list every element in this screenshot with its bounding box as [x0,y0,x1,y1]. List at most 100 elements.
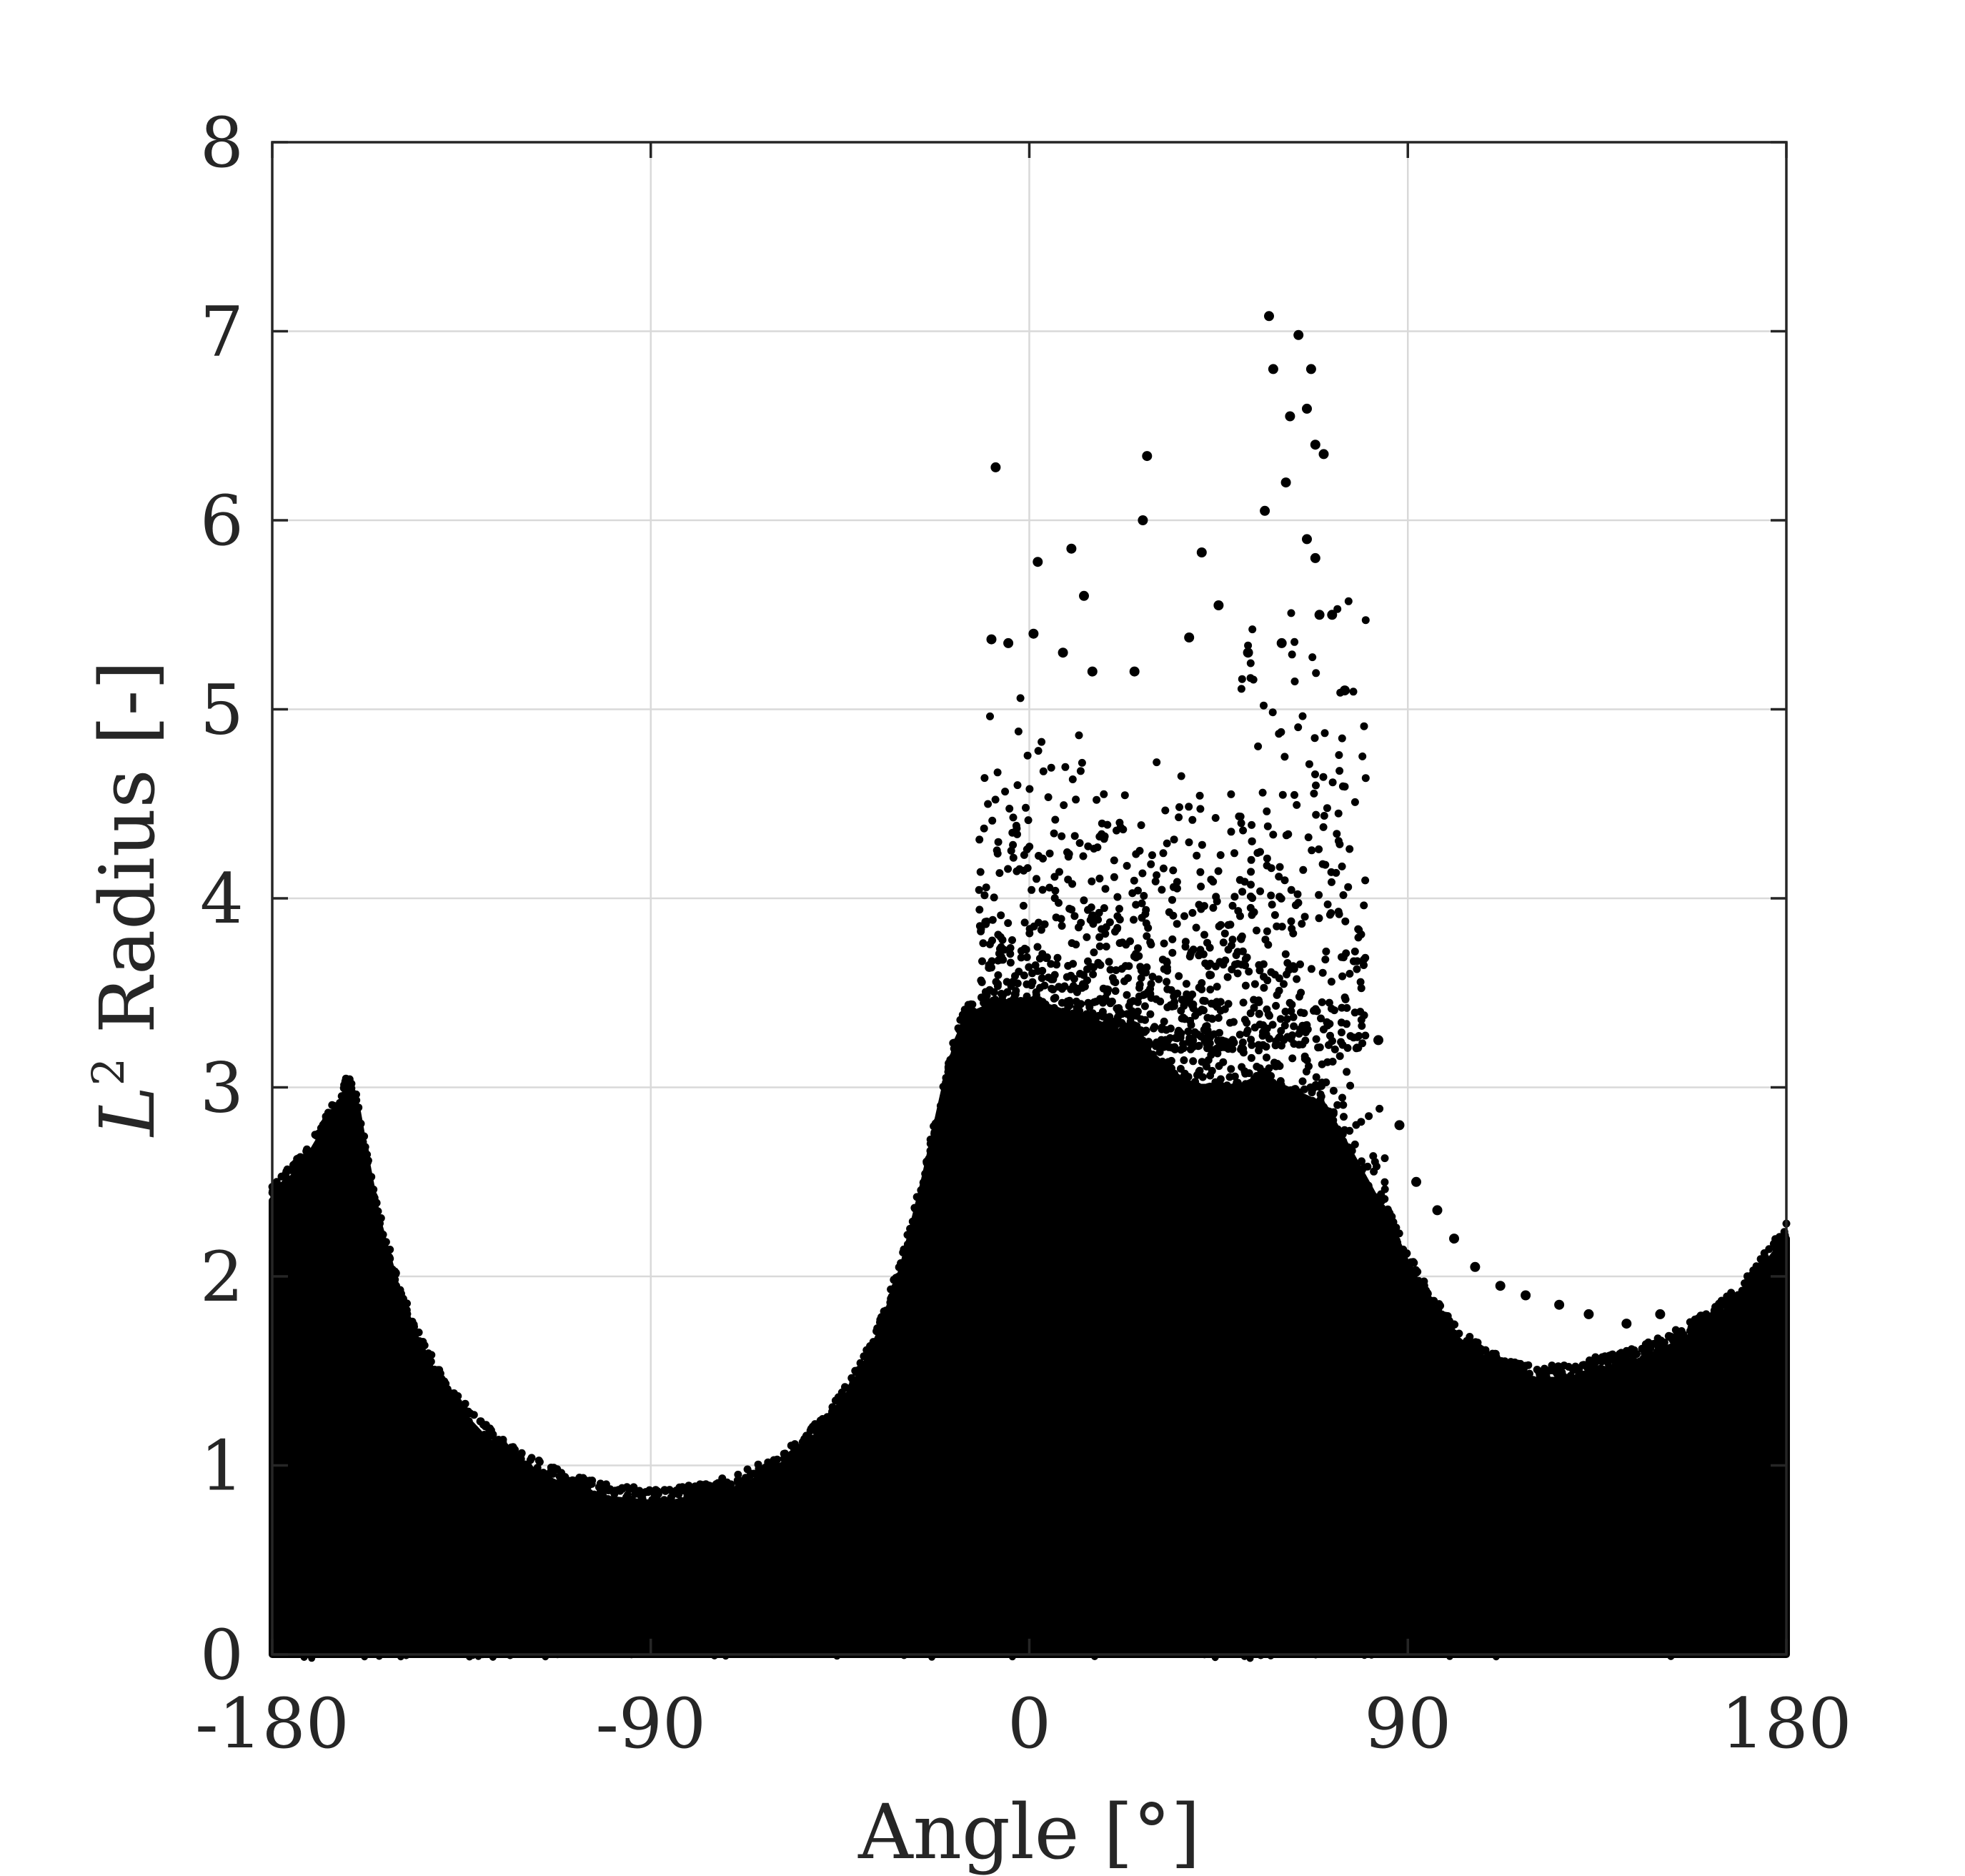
scatter-point [828,1407,837,1416]
scatter-point [1255,961,1263,969]
scatter-point [1105,1035,1114,1043]
scatter-point [1113,1004,1121,1013]
outlier-point [1318,449,1329,460]
scatter-point [1315,1043,1324,1051]
outlier-point [1264,311,1274,322]
scatter-point [1301,1028,1310,1036]
scatter-point [1117,1029,1125,1038]
scatter-point [1308,653,1317,662]
scatter-point [1295,1030,1303,1038]
scatter-point [908,1217,917,1226]
scatter-point [1177,1006,1185,1015]
scatter-point [1343,1003,1351,1012]
scatter-point [1224,1000,1233,1008]
outlier-point [1280,477,1291,488]
scatter-point [1203,938,1211,947]
scatter-point [1032,988,1040,996]
scatter-point [1199,996,1208,1005]
scatter-point [632,1645,640,1653]
scatter-point [1246,892,1255,900]
scatter-point [1573,1645,1581,1653]
scatter-point [1153,871,1161,880]
scatter-point [1186,1045,1195,1053]
scatter-point [1050,873,1059,881]
scatter-point [637,1498,645,1506]
scatter-point [441,1385,449,1394]
scatter-point [1352,1121,1360,1129]
scatter-point [1060,982,1069,991]
scatter-point [799,1439,807,1447]
scatter-point [1185,838,1193,847]
scatter-point [977,1043,986,1051]
scatter-point [1358,1039,1367,1048]
scatter-point [1100,904,1108,913]
scatter-point [1281,950,1290,958]
scatter-point [1028,981,1035,990]
scatter-point [382,1238,390,1246]
scatter-point [1283,1015,1291,1023]
scatter-point [997,956,1005,964]
scatter-point [1338,862,1346,870]
scatter-point [1300,913,1309,921]
scatter-point [1177,772,1185,780]
scatter-point [1247,868,1255,876]
outlier-point [1138,515,1148,525]
scatter-point [1727,1302,1736,1311]
scatter-point [1195,1067,1203,1076]
scatter-point [1220,1043,1229,1051]
scatter-point [1191,1078,1200,1086]
scatter-point [1263,927,1271,935]
outlier-point [1327,610,1338,620]
scatter-point [992,978,1000,986]
scatter-point [1244,641,1253,650]
scatter-point [1376,1104,1384,1113]
scatter-point [1370,1158,1379,1166]
scatter-point [1045,883,1054,892]
scatter-point [1232,951,1240,959]
scatter-point [1228,1045,1237,1053]
scatter-point [464,1417,473,1426]
scatter-point [887,1292,896,1301]
scatter-point [1303,1056,1311,1065]
scatter-point [750,1469,758,1478]
scatter-point [1080,1026,1088,1034]
scatter-point [303,1156,312,1164]
scatter-point [1234,907,1243,915]
scatter-point [1083,933,1091,941]
scatter-point [1179,1044,1188,1053]
scatter-point [1259,1021,1268,1029]
scatter-point [1312,810,1320,819]
scatter-point [1013,781,1022,790]
scatter-point [949,1039,957,1047]
scatter-point [1344,597,1353,605]
scatter-point [1211,814,1220,822]
scatter-point [1361,616,1370,625]
scatter-point [1163,978,1171,986]
scatter-point [1322,947,1330,956]
scatter-point [1323,804,1331,813]
outlier-point [1058,647,1068,658]
scatter-point [328,1101,337,1109]
scatter-point [1009,853,1018,862]
scatter-point [282,1176,291,1183]
scatter-point [1214,1013,1223,1022]
scatter-point [942,1073,950,1082]
scatter-point [1223,973,1232,981]
scatter-point [1034,747,1043,755]
scatter-point [1166,1034,1174,1042]
outlier-point [1411,1176,1421,1187]
scatter-point [1260,701,1268,710]
scatter-point [1195,791,1204,800]
y-tick-label: 7 [200,292,244,372]
scatter-point [308,1654,316,1662]
scatter-point [1061,763,1070,771]
scatter-point [1321,860,1330,869]
scatter-point [1200,1026,1208,1034]
scatter-point [1168,948,1177,957]
scatter-point [1206,986,1215,994]
scatter-point [1701,1647,1709,1655]
scatter-point [1012,987,1020,995]
scatter-point [1455,1329,1463,1338]
scatter-point [1146,985,1155,993]
scatter-point [891,1282,900,1291]
